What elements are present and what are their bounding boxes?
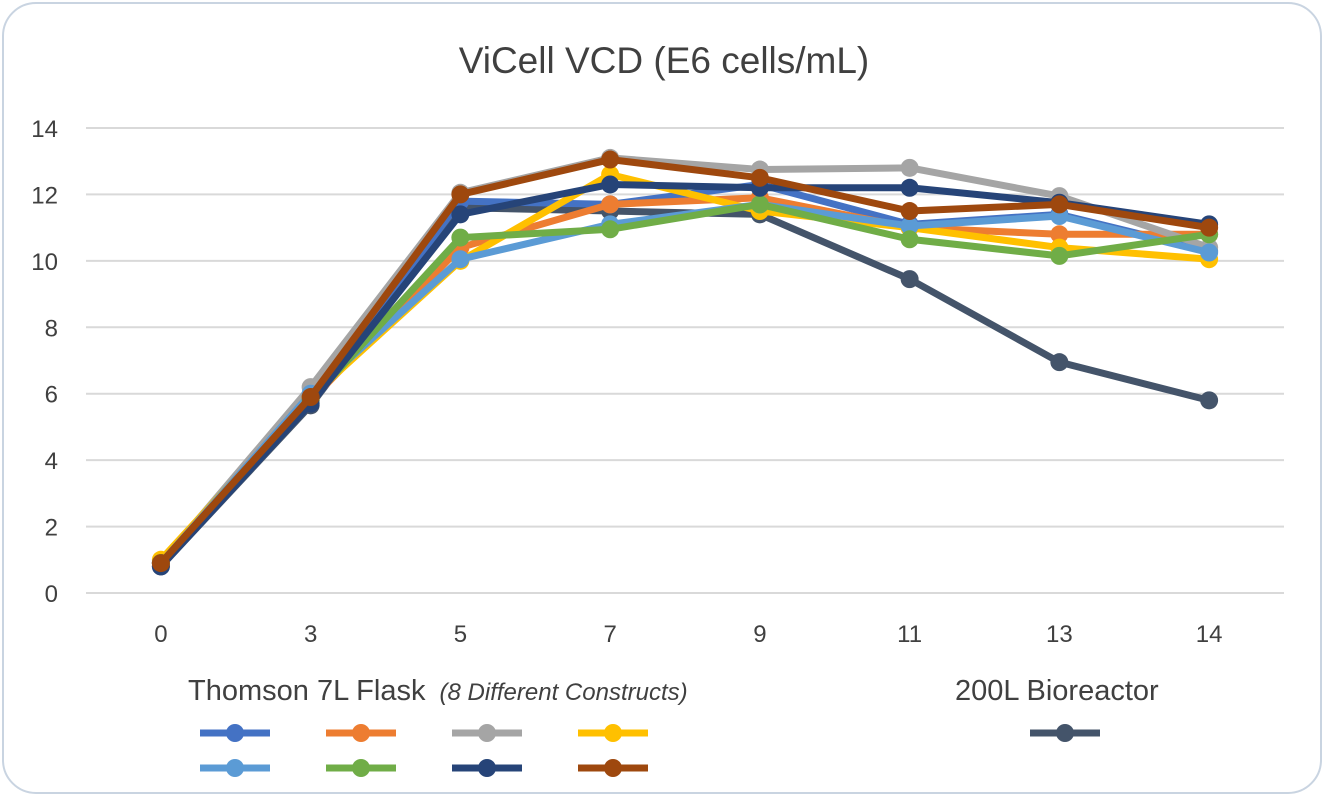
data-point [1050, 225, 1069, 244]
y-tick-label: 10 [31, 249, 58, 276]
series-line [158, 154, 1211, 566]
legend-marker-8 [1030, 724, 1100, 742]
svg-text:Thomson 7L Flask (8 Diff: Thomson 7L Flask (8 Different Constructs… [188, 675, 688, 707]
data-point [1200, 218, 1219, 237]
legend-marker-6 [452, 759, 522, 777]
y-tick-label: 4 [45, 448, 58, 475]
x-tick-label: 11 [897, 621, 922, 648]
legend-marker-3 [578, 724, 648, 742]
legend-dot [1056, 724, 1074, 742]
data-point [601, 195, 620, 214]
y-tick-label: 8 [45, 315, 58, 342]
legend-marker-7 [578, 759, 648, 777]
legend-dot [352, 724, 370, 742]
legend-dot [352, 759, 370, 777]
legend-marker-4 [200, 759, 270, 777]
x-tick-label: 0 [154, 621, 167, 648]
x-tick-label: 14 [1196, 621, 1223, 648]
data-point [900, 158, 919, 177]
y-tick-label: 12 [31, 182, 58, 209]
legend-group-flask-label: Thomson 7L Flask [188, 675, 426, 707]
data-point [750, 195, 769, 214]
data-point [1050, 195, 1069, 214]
data-point [900, 270, 919, 289]
legend-marker-1 [326, 724, 396, 742]
data-point [1050, 246, 1069, 265]
legend-group-flask-note: (8 Different Constructs) [440, 679, 688, 706]
data-point [750, 168, 769, 187]
series-line [158, 156, 1210, 566]
data-point [601, 150, 620, 169]
legend-dot [604, 724, 622, 742]
data-point [151, 554, 170, 573]
x-tick-label: 9 [753, 621, 766, 648]
data-point [900, 216, 919, 235]
y-tick-label: 14 [31, 116, 58, 143]
legend-dot [478, 759, 496, 777]
legend-dot [604, 759, 622, 777]
data-point [900, 178, 919, 197]
data-point [900, 202, 919, 221]
legend-marker-0 [200, 724, 270, 742]
data-point [1200, 391, 1219, 410]
x-tick-label: 7 [603, 621, 616, 648]
x-tick-label: 3 [304, 621, 317, 648]
legend-marker-2 [452, 724, 522, 742]
data-point [451, 228, 470, 247]
y-tick-label: 6 [45, 382, 58, 409]
legend-dot [226, 724, 244, 742]
legend-dot [478, 724, 496, 742]
series-7 [151, 150, 1219, 573]
data-point [451, 205, 470, 224]
data-point [900, 230, 919, 249]
data-point [301, 388, 320, 407]
x-tick-label: 5 [454, 621, 467, 648]
data-point [451, 185, 470, 204]
x-tick-label: 13 [1046, 621, 1073, 648]
y-tick-label: 2 [45, 515, 58, 542]
data-point [601, 175, 620, 194]
y-tick-label: 0 [45, 581, 58, 608]
data-point [601, 220, 620, 239]
legend-marker-5 [326, 759, 396, 777]
data-point [1050, 353, 1069, 372]
data-point [1200, 243, 1219, 262]
chart-title: ViCell VCD (E6 cells/mL) [459, 40, 870, 81]
series-line [158, 180, 1210, 569]
legend-dot [226, 759, 244, 777]
data-point [451, 250, 470, 269]
legend-group-bioreactor-label: 200L Bioreactor [955, 675, 1159, 707]
